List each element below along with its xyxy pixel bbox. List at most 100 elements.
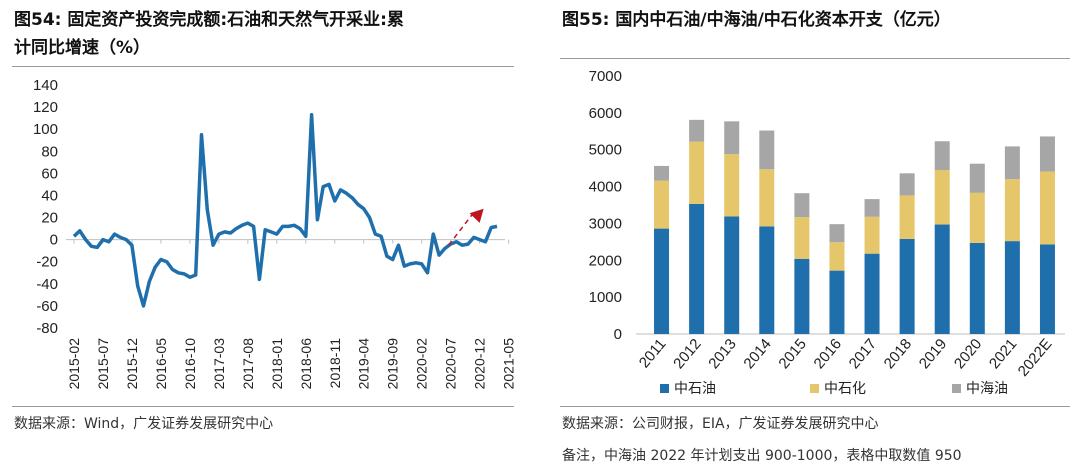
legend-swatch: [660, 384, 669, 393]
bar-segment-sinopec: [1004, 179, 1020, 242]
bar-segment-cnooc: [934, 141, 950, 170]
x-tick-label: 2020: [951, 336, 985, 372]
right-title-divider: [560, 58, 1070, 59]
y-tick-label: 1000: [589, 289, 622, 306]
x-tick-label: 2019: [916, 336, 950, 372]
bar-segment-petrochina: [899, 238, 915, 334]
y-tick-label: 2000: [589, 252, 622, 269]
bar-segment-cnooc: [1004, 146, 1020, 180]
bar-segment-petrochina: [969, 242, 985, 334]
bar-segment-petrochina: [1039, 244, 1055, 334]
x-tick-label: 2017: [846, 336, 880, 372]
x-tick-label: 2015-12: [124, 338, 140, 390]
x-tick-label: 2013: [705, 336, 739, 372]
x-tick-label: 2016-05: [153, 338, 169, 390]
x-tick-label: 2018-01: [269, 338, 285, 390]
bar-segment-sinopec: [759, 169, 775, 227]
y-tick-label: 0: [50, 232, 58, 249]
trend-arrow-shaft: [448, 212, 475, 246]
bar-segment-cnooc: [724, 121, 740, 155]
y-tick-label: -60: [36, 298, 58, 315]
bar-segment-petrochina: [689, 203, 705, 334]
y-tick-label: 3000: [589, 215, 622, 232]
bar-segment-sinopec: [969, 192, 985, 243]
y-tick-label: 5000: [589, 142, 622, 159]
y-tick-label: 7000: [589, 68, 622, 85]
y-tick-label: 60: [41, 165, 58, 182]
y-tick-label: 100: [33, 121, 58, 138]
x-tick-label: 2012: [670, 336, 704, 372]
legend-label: 中石化: [824, 380, 866, 396]
bar-segment-sinopec: [689, 141, 705, 204]
legend-label: 中海油: [966, 380, 1008, 396]
x-tick-label: 2018-06: [298, 338, 314, 390]
bar-segment-sinopec: [829, 242, 845, 271]
x-tick-label: 2021-05: [501, 338, 517, 390]
bar-segment-sinopec: [899, 195, 915, 239]
bar-segment-petrochina: [654, 228, 670, 334]
legend-label: 中石油: [674, 380, 716, 396]
bar-segment-cnooc: [794, 193, 810, 218]
bar-segment-petrochina: [794, 258, 810, 334]
bar-segment-cnooc: [759, 130, 775, 170]
right-source-divider: [560, 406, 1070, 407]
line-chart: 140 120 100 80 60 40 20 0 -20 -40 -60 -80 2015-02 201…: [33, 77, 517, 390]
x-tick-label: 2016-10: [182, 338, 198, 390]
x-tick-label: 2018-11: [327, 338, 343, 389]
x-tick-label: 2018: [881, 336, 915, 372]
bar-segment-cnooc: [829, 224, 845, 243]
left-chart-title-line2: 计同比增速（%）: [14, 38, 151, 58]
bar-segment-sinopec: [724, 154, 740, 217]
bar-segment-petrochina: [934, 224, 950, 334]
x-tick-label: 2020-07: [443, 338, 459, 390]
x-tick-label: 2019-04: [356, 338, 372, 390]
y-tick-label: 80: [41, 143, 58, 160]
y-tick-label: 4000: [589, 179, 622, 196]
legend-swatch: [952, 384, 961, 393]
legend-swatch: [810, 384, 819, 393]
x-tick-label: 2011: [636, 336, 670, 372]
bar-segment-sinopec: [864, 216, 880, 254]
left-chart-title-line1: 图54: 固定资产投资完成额:石油和天然气开采业:累: [14, 10, 404, 30]
left-source: 数据来源：Wind，广发证券发展研究中心: [14, 416, 274, 432]
x-tick-label: 2016: [811, 336, 845, 372]
y-tick-label: 140: [33, 77, 58, 94]
y-tick-label: 0: [614, 326, 622, 343]
y-tick-label: 40: [41, 187, 58, 204]
y-tick-label: -40: [36, 276, 58, 293]
y-tick-label: 120: [33, 99, 58, 116]
x-tick-label: 2014: [740, 336, 774, 372]
bar-segment-cnooc: [969, 163, 985, 193]
x-tick-label: 2015-07: [95, 338, 111, 390]
bar-segment-cnooc: [689, 119, 705, 142]
bar-segment-cnooc: [864, 199, 880, 217]
bar-segment-cnooc: [899, 173, 915, 196]
bar-segment-sinopec: [934, 169, 950, 225]
left-title-divider: [12, 66, 514, 67]
bar-segment-petrochina: [759, 226, 775, 334]
x-tick-label: 2017-03: [211, 338, 227, 390]
bar-segment-petrochina: [864, 253, 880, 334]
bar-segment-cnooc: [1039, 136, 1055, 172]
trend-arrow-head: [469, 208, 484, 223]
y-tick-label: -80: [36, 320, 58, 337]
x-tick-label: 2019-09: [385, 338, 401, 390]
y-tick-label: 6000: [589, 105, 622, 122]
series-line: [72, 113, 498, 308]
bar-segment-sinopec: [794, 217, 810, 259]
bar-segment-petrochina: [829, 270, 845, 334]
bar-segment-petrochina: [1004, 241, 1020, 334]
x-tick-label: 2017-08: [240, 338, 256, 390]
x-tick-label: 2015: [775, 336, 809, 372]
right-note: 备注，中海油 2022 年计划支出 900-1000，表格中取数值 950: [562, 448, 962, 464]
bar-segment-sinopec: [1039, 171, 1055, 245]
right-chart-title: 图55: 国内中石油/中海油/中石化资本开支（亿元）: [562, 10, 951, 30]
x-tick-label: 2020-02: [414, 338, 430, 390]
bar-segment-petrochina: [724, 216, 740, 334]
left-source-divider: [12, 406, 514, 407]
x-tick-label: 2020-12: [472, 338, 488, 390]
y-tick-label: -20: [36, 254, 58, 271]
y-tick-label: 20: [41, 210, 58, 227]
x-tick-label: 2022E: [1015, 336, 1056, 380]
